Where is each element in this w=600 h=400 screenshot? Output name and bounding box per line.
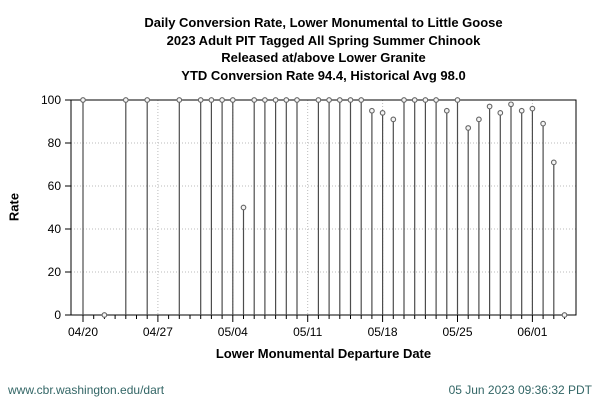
data-point-marker xyxy=(122,97,129,103)
x-tick-label: 04/20 xyxy=(68,325,98,339)
data-point-marker xyxy=(369,107,375,114)
data-point-marker xyxy=(101,312,108,318)
data-point-marker xyxy=(80,97,86,103)
data-point-marker xyxy=(486,103,493,110)
data-point-marker xyxy=(315,97,322,103)
data-point-marker xyxy=(219,97,225,103)
data-point-marker xyxy=(508,101,514,108)
data-point-marker xyxy=(208,97,215,103)
data-point-marker xyxy=(240,204,247,211)
data-point-marker xyxy=(326,97,332,103)
data-point-marker xyxy=(283,97,290,103)
data-point-marker xyxy=(433,97,439,103)
x-tick-label: 05/04 xyxy=(218,325,248,339)
x-tick-label: 05/25 xyxy=(442,325,472,339)
data-point-marker xyxy=(497,110,504,116)
y-tick-label: 0 xyxy=(54,308,61,322)
chart-title-line-3: Released at/above Lower Granite xyxy=(221,50,426,66)
x-tick-label: 04/27 xyxy=(143,325,173,339)
data-point-marker xyxy=(550,159,557,166)
chart-title-line-4: YTD Conversion Rate 94.4, Historical Avg… xyxy=(181,68,466,84)
y-tick-label: 60 xyxy=(48,179,62,193)
plot-border xyxy=(70,99,577,316)
data-point-marker xyxy=(454,97,461,103)
x-tick-label: 06/01 xyxy=(517,325,547,339)
data-point-marker xyxy=(518,107,525,114)
data-point-marker xyxy=(529,105,536,112)
footer-timestamp: 05 Jun 2023 09:36:32 PDT xyxy=(448,383,592,397)
data-point-marker xyxy=(294,97,300,103)
data-point-marker xyxy=(229,97,236,103)
data-point-marker xyxy=(422,97,429,103)
data-point-marker xyxy=(465,125,472,131)
y-tick-label: 40 xyxy=(48,222,62,236)
data-point-marker xyxy=(476,116,482,123)
y-tick-label: 100 xyxy=(41,93,61,107)
data-point-marker xyxy=(379,110,386,116)
data-point-marker xyxy=(401,97,407,103)
data-point-marker xyxy=(336,97,343,103)
chart-title-line-1: Daily Conversion Rate, Lower Monumental … xyxy=(144,15,503,30)
data-point-marker xyxy=(411,97,418,103)
x-tick-label: 05/11 xyxy=(293,325,322,339)
data-point-marker xyxy=(390,116,397,123)
data-point-marker xyxy=(176,97,183,103)
data-point-marker xyxy=(561,312,568,318)
y-axis-label: Rate xyxy=(6,192,22,222)
data-point-marker xyxy=(262,97,268,103)
data-point-marker xyxy=(358,97,365,103)
y-tick-label: 80 xyxy=(48,136,62,150)
data-point-marker xyxy=(443,107,450,114)
footer-url: www.cbr.washington.edu/dart xyxy=(8,383,165,397)
chart-title-line-2: 2023 Adult PIT Tagged All Spring Summer … xyxy=(166,32,481,48)
x-tick-label: 05/18 xyxy=(368,325,398,339)
data-point-marker xyxy=(251,97,258,103)
data-point-marker xyxy=(272,97,279,103)
data-point-marker xyxy=(347,97,354,103)
x-axis-label: Lower Monumental Departure Date xyxy=(215,346,432,361)
data-point-marker xyxy=(144,97,151,103)
y-tick-label: 20 xyxy=(48,265,62,279)
data-point-marker xyxy=(197,97,204,103)
data-point-marker xyxy=(540,120,546,127)
chart-title-block: Daily Conversion Rate, Lower Monumental … xyxy=(71,14,576,85)
